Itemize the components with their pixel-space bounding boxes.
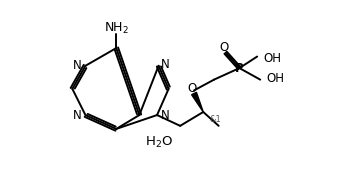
Text: N: N — [161, 58, 170, 71]
Text: O: O — [219, 41, 229, 54]
Text: N: N — [161, 109, 170, 122]
Text: OH: OH — [266, 72, 284, 85]
Text: OH: OH — [263, 52, 281, 65]
Text: N: N — [73, 109, 81, 122]
Text: NH$_2$: NH$_2$ — [104, 21, 129, 36]
Polygon shape — [192, 92, 203, 112]
Text: N: N — [73, 59, 81, 72]
Text: P: P — [235, 62, 244, 75]
Text: O: O — [188, 82, 197, 95]
Text: H$_2$O: H$_2$O — [145, 135, 173, 150]
Text: &1: &1 — [210, 115, 221, 124]
